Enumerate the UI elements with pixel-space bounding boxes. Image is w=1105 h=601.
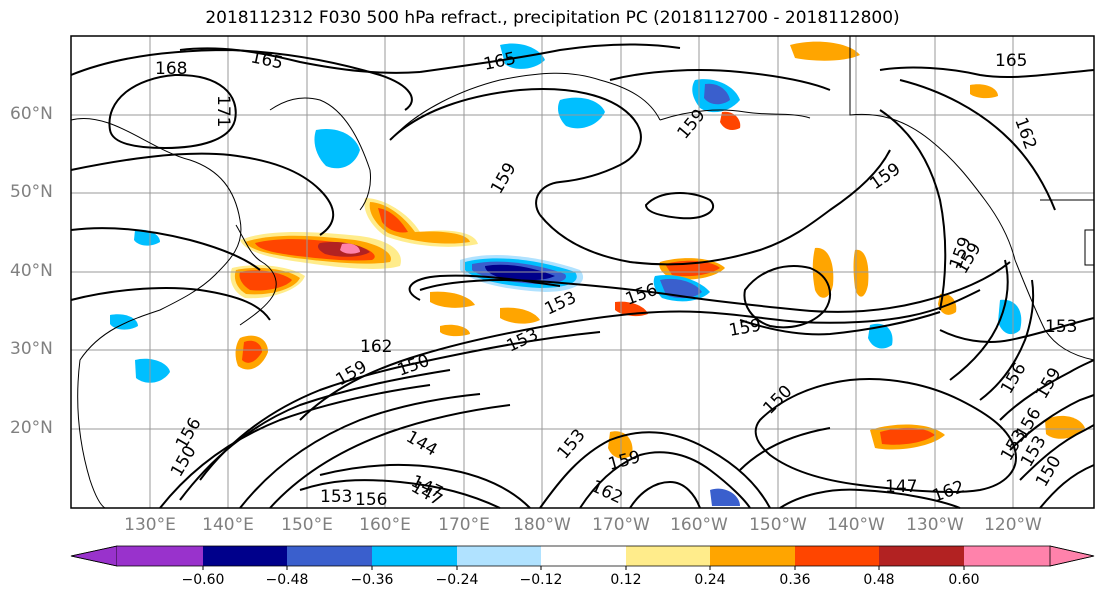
colorbar-arrow-right: [1049, 545, 1095, 567]
colorbar-tick-label: 0.48: [863, 572, 895, 588]
colorbar-tick-label: 0.36: [779, 572, 811, 588]
lon-label: 160°W: [670, 515, 728, 535]
colorbar-segment: [795, 546, 879, 566]
contour-label: 153: [320, 487, 352, 507]
lon-label: 170°E: [438, 515, 490, 535]
colorbar-outline: [70, 545, 1095, 567]
colorbar-tick-label: 0.60: [948, 572, 980, 588]
lat-label: 60°N: [10, 104, 53, 124]
colorbar-tick-label: −0.36: [350, 572, 394, 588]
map-border: [70, 35, 1095, 509]
colorbar-tick-label: 0.12: [610, 572, 642, 588]
coastlines: [70, 36, 1095, 509]
colorbar-tick-label: −0.12: [519, 572, 563, 588]
anomaly-patches: [110, 41, 1085, 506]
lat-label: 40°N: [10, 261, 53, 281]
colorbar-segment: [879, 546, 964, 566]
colorbar-arrow-left: [70, 545, 118, 567]
colorbar-segment: [287, 546, 372, 566]
contour-label: 171: [213, 95, 233, 127]
colorbar-segment: [964, 546, 1050, 566]
lon-label: 140°E: [202, 515, 254, 535]
colorbar-tick-label: −0.48: [265, 572, 309, 588]
contour-label-group: 168 165 165 171 165 162 159 159 159 159 …: [155, 47, 1077, 510]
contour-label: 147: [885, 477, 917, 497]
contour-label: 168: [155, 59, 187, 79]
contour-label: 156: [355, 490, 387, 510]
lon-label: 140°W: [827, 515, 885, 535]
lat-label: 30°N: [10, 339, 53, 359]
contour-label: 162: [360, 337, 392, 357]
colorbar: [70, 545, 1095, 570]
map-title: 2018112312 F030 500 hPa refract., precip…: [205, 8, 900, 28]
colorbar-segment: [710, 546, 795, 566]
lon-label: 130°E: [124, 515, 176, 535]
colorbar-segment: [626, 546, 710, 566]
colorbar-segment: [457, 546, 541, 566]
colorbar-segment: [203, 546, 287, 566]
colorbar-segment: [372, 546, 457, 566]
lon-label: 150°W: [749, 515, 807, 535]
contour-label: 165: [995, 51, 1027, 71]
lon-label: 180°W: [513, 515, 571, 535]
lon-label: 130°W: [906, 515, 964, 535]
lon-label: 150°E: [281, 515, 333, 535]
contours: [70, 43, 1095, 509]
colorbar-segment: [117, 546, 203, 566]
lon-label: 170°W: [592, 515, 650, 535]
colorbar-tick-label: 0.24: [694, 572, 726, 588]
colorbar-tick-label: −0.60: [181, 572, 225, 588]
lat-label: 20°N: [10, 418, 53, 438]
colorbar-segment: [541, 546, 626, 566]
lat-label: 50°N: [10, 182, 53, 202]
lon-label: 160°E: [359, 515, 411, 535]
contour-label: 153: [1045, 317, 1077, 337]
lon-label: 120°W: [984, 515, 1042, 535]
colorbar-tick-label: −0.24: [435, 572, 479, 588]
